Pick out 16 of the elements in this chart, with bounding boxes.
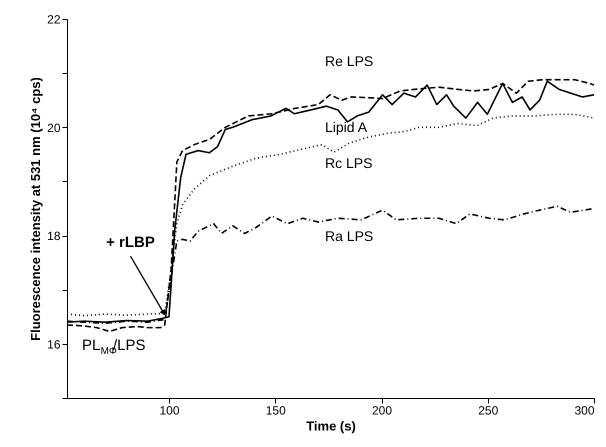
x-tick-label: 150 xyxy=(266,404,286,418)
series-label: Rc LPS xyxy=(325,155,372,171)
y-tick-label: 22 xyxy=(47,12,61,26)
y-tick-label: 16 xyxy=(47,337,61,352)
x-axis-title: Time (s) xyxy=(306,418,356,434)
x-tick-label: 250 xyxy=(478,404,499,418)
x-tick-label: 200 xyxy=(372,404,392,418)
series-label: Ra LPS xyxy=(325,228,374,244)
y-axis-title: Fluorescence intensity at 531 nm (10⁴ cps) xyxy=(28,77,44,341)
x-tick-label: 300 xyxy=(574,404,595,418)
x-tick-label: 100 xyxy=(159,404,180,418)
series-label: Lipid A xyxy=(325,119,368,135)
y-tick-label: 20 xyxy=(47,120,61,135)
annotation: + rLBP xyxy=(106,234,155,252)
series-label: Re LPS xyxy=(325,53,374,69)
y-tick-label: 18 xyxy=(47,229,61,244)
